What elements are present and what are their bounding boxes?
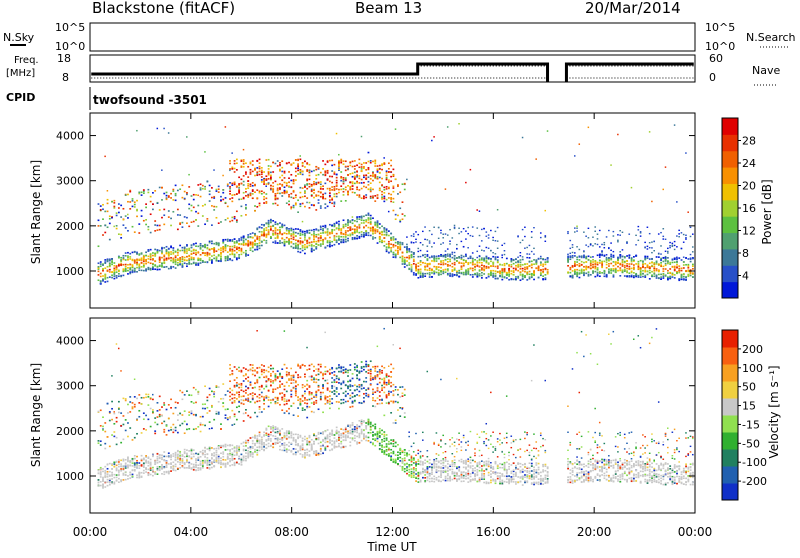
x-tick-label: 20:00	[577, 525, 612, 539]
power-colorbar-tick: 4	[742, 270, 749, 283]
velocity-colorbar-tick: -100	[742, 456, 767, 469]
freq-tick-top: 18	[57, 52, 71, 65]
power-y-tick: 3000	[56, 175, 84, 188]
velocity-y-tick: 4000	[56, 335, 84, 348]
x-tick-label: 12:00	[375, 525, 410, 539]
station-title: Blackstone (fitACF)	[92, 0, 235, 17]
noise-sky-label: N.Sky	[3, 31, 35, 44]
velocity-colorbar-tick: 50	[742, 381, 756, 394]
power-colorbar-tick: 16	[742, 202, 756, 215]
beam-label: Beam 13	[355, 0, 422, 17]
velocity-colorbar-tick: 100	[742, 362, 763, 375]
velocity-colorbar-tick: -15	[742, 418, 760, 431]
power-y-tick: 1000	[56, 265, 84, 278]
frequency-panel: Freq. [MHz] 18 8 60 0 Nave	[6, 52, 780, 85]
velocity-colorbar-label: Velocity [m s⁻¹]	[767, 365, 781, 458]
x-tick-label: 16:00	[476, 525, 511, 539]
velocity-y-tick: 1000	[56, 470, 84, 483]
noise-search-label: N.Search	[746, 31, 796, 44]
cpid-value: twofsound -3501	[93, 93, 207, 107]
power-colorbar-label: Power [dB]	[760, 179, 774, 244]
noise-right-tick-top: 10^5	[705, 21, 735, 34]
freq-label: Freq.	[14, 55, 39, 66]
x-tick-label: 08:00	[274, 525, 309, 539]
nave-label: Nave	[752, 64, 780, 77]
power-y-tick: 2000	[56, 220, 84, 233]
x-tick-label: 00:00	[678, 525, 713, 539]
x-axis-label: Time UT	[366, 540, 417, 554]
velocity-colorbar-tick: -50	[742, 437, 760, 450]
noise-left-tick-top: 10^5	[55, 21, 85, 34]
power-colorbar-tick: 8	[742, 247, 749, 260]
x-tick-label: 04:00	[174, 525, 209, 539]
power-colorbar-tick: 24	[742, 157, 756, 170]
power-colorbar-tick: 12	[742, 225, 756, 238]
power-y-tick: 4000	[56, 130, 84, 143]
nave-tick-top: 60	[709, 52, 723, 65]
power-colorbar-tick: 20	[742, 180, 756, 193]
power-panel: 4000 3000 2000 1000 Slant Range [km] 28 24 20…	[29, 113, 774, 308]
freq-tick-bottom: 8	[62, 71, 69, 84]
velocity-colorbar-tick: 15	[742, 400, 756, 413]
nave-tick-bottom: 0	[709, 71, 716, 84]
power-ylabel: Slant Range [km]	[29, 160, 43, 264]
velocity-colorbar-tick: 200	[742, 343, 763, 356]
velocity-ylabel: Slant Range [km]	[29, 363, 43, 467]
velocity-y-tick: 2000	[56, 425, 84, 438]
date-label: 20/Mar/2014	[585, 0, 681, 17]
freq-unit-label: [MHz]	[6, 68, 35, 79]
noise-panel: N.Sky 10^5 10^0 10^5 10^0 N.Search	[3, 21, 796, 53]
velocity-y-tick: 3000	[56, 380, 84, 393]
x-tick-label: 00:00	[73, 525, 108, 539]
cpid-label: CPID	[6, 91, 35, 104]
velocity-colorbar-tick: -200	[742, 475, 767, 488]
velocity-panel: 4000 3000 2000 1000 Slant Range [km] 200 100…	[29, 318, 781, 513]
power-colorbar-tick: 28	[742, 135, 756, 148]
